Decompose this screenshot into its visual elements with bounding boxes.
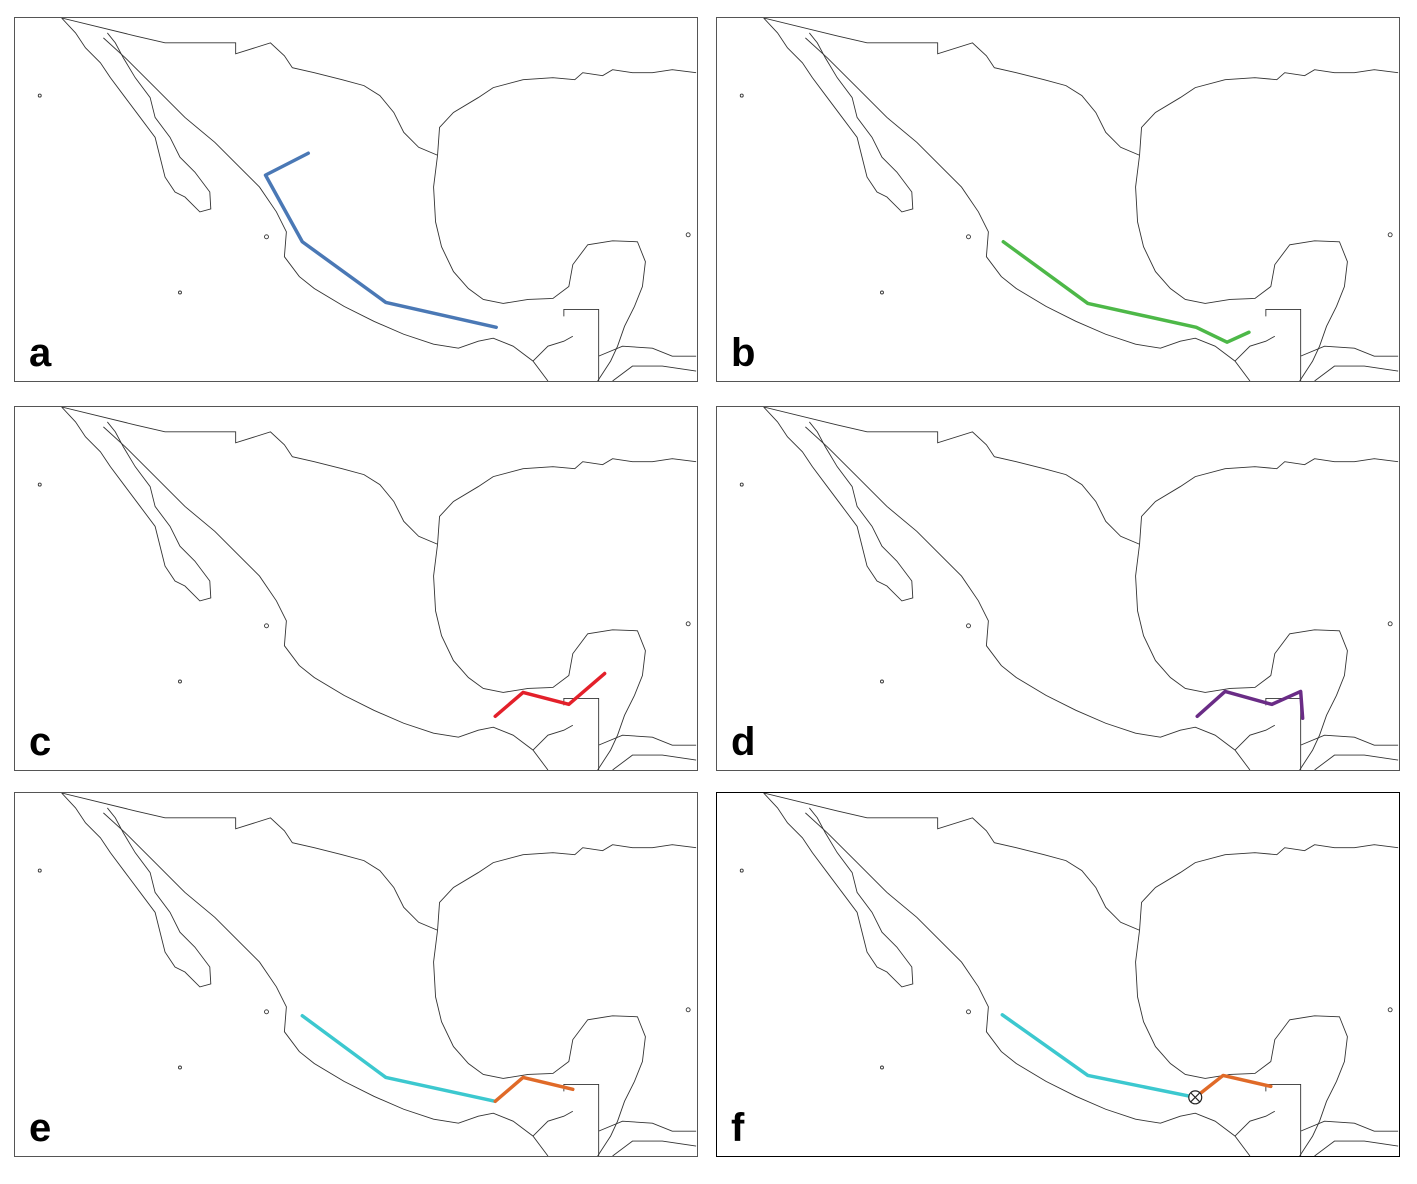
panel-label: d bbox=[731, 720, 756, 764]
coastline bbox=[37, 793, 697, 1156]
map-panel-b: b bbox=[716, 17, 1400, 382]
coastline bbox=[739, 793, 1399, 1156]
coastline bbox=[37, 18, 697, 381]
route-segment-1 bbox=[493, 671, 607, 719]
map-panel-a: a bbox=[14, 17, 698, 382]
panel-label: a bbox=[29, 331, 52, 375]
route-segment-1 bbox=[300, 1014, 497, 1104]
map-b bbox=[739, 18, 1399, 381]
map-panel-d: d bbox=[716, 406, 1400, 771]
map-c bbox=[37, 407, 697, 770]
coastline bbox=[739, 407, 1399, 770]
route-segment-1 bbox=[1001, 240, 1251, 344]
route-segment-1 bbox=[1000, 1013, 1197, 1100]
map-e bbox=[37, 793, 697, 1156]
map-panel-f: f bbox=[716, 792, 1400, 1157]
map-a bbox=[37, 18, 697, 381]
crossed-circle-icon bbox=[1188, 1090, 1203, 1105]
route-segment-1 bbox=[1195, 689, 1305, 721]
route-segment-1 bbox=[263, 151, 498, 330]
route-segment-2 bbox=[493, 1075, 575, 1104]
map-d bbox=[739, 407, 1399, 770]
map-panel-e: e bbox=[14, 792, 698, 1157]
map-f bbox=[739, 793, 1399, 1156]
coastline bbox=[739, 18, 1399, 381]
coastline bbox=[37, 407, 697, 770]
panel-label: b bbox=[731, 331, 756, 375]
panel-label: f bbox=[731, 1106, 745, 1150]
route-segment-2 bbox=[1193, 1073, 1273, 1100]
map-panel-c: c bbox=[14, 406, 698, 771]
panel-label: e bbox=[29, 1106, 52, 1150]
panel-label: c bbox=[29, 720, 52, 764]
